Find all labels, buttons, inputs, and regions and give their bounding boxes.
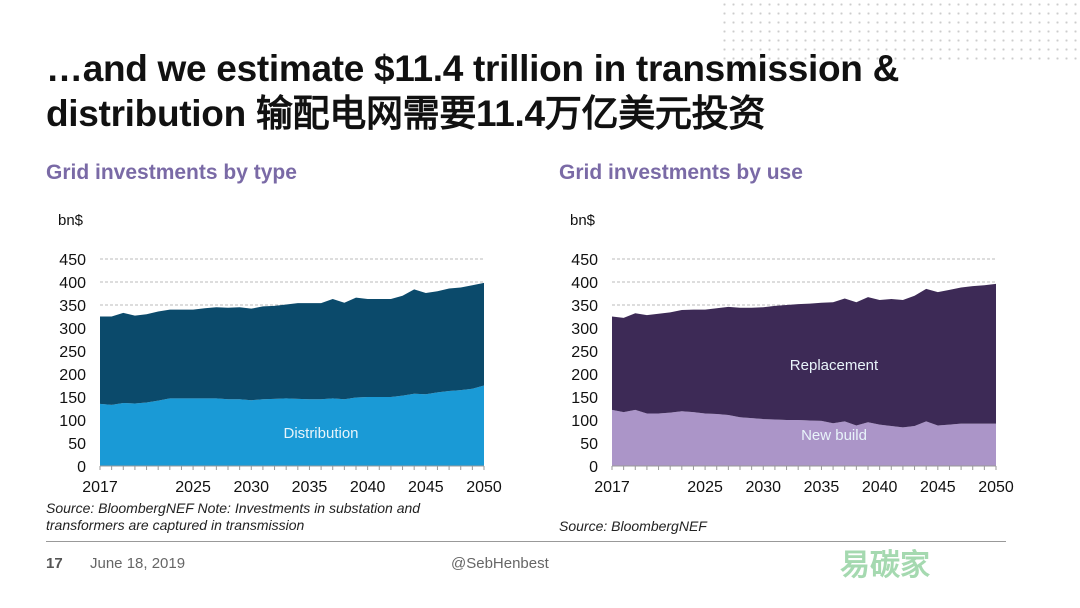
slide-title: …and we estimate $11.4 trillion in trans… (46, 46, 899, 136)
area-transmission (100, 385, 484, 466)
footer-divider (46, 541, 1006, 542)
y-unit-label: bn$ (58, 212, 84, 229)
x-tick-label: 2017 (82, 479, 118, 496)
title-line-1: …and we estimate $11.4 trillion in trans… (46, 48, 900, 89)
x-tick-label: 2045 (408, 479, 444, 496)
x-tick-label: 2025 (687, 479, 723, 496)
x-tick-label: 2040 (350, 479, 386, 496)
x-tick-label: 2050 (978, 479, 1014, 496)
y-tick-label: 250 (59, 344, 86, 361)
y-tick-label: 0 (589, 459, 598, 476)
dot-pattern-decoration (720, 0, 1080, 60)
x-tick-label: 2017 (594, 479, 630, 496)
y-tick-label: 300 (571, 321, 598, 338)
y-tick-label: 400 (59, 275, 86, 292)
y-tick-label: 450 (59, 252, 86, 269)
x-tick-label: 2030 (745, 479, 781, 496)
y-tick-label: 350 (59, 298, 86, 315)
page-number: 17 (46, 555, 63, 572)
date: June 18, 2019 (90, 555, 186, 572)
y-tick-label: 250 (571, 344, 598, 361)
y-tick-label: 150 (59, 390, 86, 407)
watermark-logo: 易碳家 (840, 549, 930, 582)
y-tick-label: 300 (59, 321, 86, 338)
y-unit-label: bn$ (570, 212, 596, 229)
y-tick-label: 400 (571, 275, 598, 292)
y-tick-label: 0 (77, 459, 86, 476)
y-tick-label: 50 (68, 436, 86, 453)
y-tick-label: 200 (571, 367, 598, 384)
x-tick-label: 2035 (292, 479, 328, 496)
x-tick-label: 2040 (862, 479, 898, 496)
source-note-right: Source: BloombergNEF (559, 518, 707, 534)
chart-title-by-type: Grid investments by type (46, 161, 297, 184)
chart-by-use: 0 50 100 150 200 250 300 350 400 450 New build Repl… (571, 252, 1014, 496)
x-tick-label: 2045 (920, 479, 956, 496)
chart-by-type: 050100150200250300350400450TransmissionD… (59, 252, 502, 496)
chart-title-by-use: Grid investments by use (559, 161, 803, 184)
area-new-build (612, 409, 996, 466)
source-note-left: Source: BloombergNEF Note: Investments i… (46, 500, 421, 533)
y-tick-label: 50 (580, 436, 598, 453)
series-label: Replacement (790, 357, 879, 374)
area-distribution (100, 282, 484, 405)
y-tick-label: 350 (571, 298, 598, 315)
y-tick-label: 200 (59, 367, 86, 384)
title-line-2: distribution 输配电网需要11.4万亿美元投资 (46, 93, 766, 134)
x-tick-label: 2050 (466, 479, 502, 496)
x-tick-label: 2025 (175, 479, 211, 496)
y-tick-label: 450 (571, 252, 598, 269)
area-replacement (612, 283, 996, 428)
x-tick-label: 2030 (233, 479, 269, 496)
series-label: Distribution (283, 425, 358, 442)
twitter-handle: @SebHenbest (451, 555, 549, 572)
x-tick-label: 2035 (804, 479, 840, 496)
y-tick-label: 150 (571, 390, 598, 407)
series-label: New build (801, 427, 867, 444)
y-tick-label: 100 (571, 413, 598, 430)
y-tick-label: 100 (59, 413, 86, 430)
